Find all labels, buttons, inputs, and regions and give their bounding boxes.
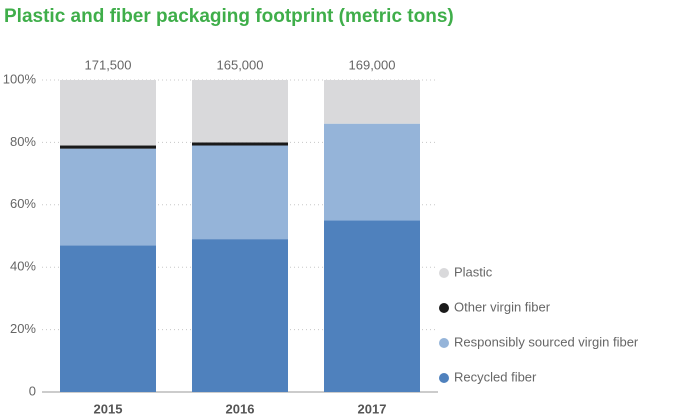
y-tick-label: 100% — [3, 71, 37, 86]
bar-segment — [60, 80, 156, 146]
bar-segment — [192, 145, 288, 240]
legend-swatch — [439, 373, 449, 383]
bar-segment — [324, 80, 420, 124]
bar-segment — [60, 148, 156, 246]
bar-segment — [192, 239, 288, 392]
legend-swatch — [439, 338, 449, 348]
legend-swatch — [439, 303, 449, 313]
total-label: 169,000 — [349, 57, 396, 72]
total-label: 171,500 — [85, 57, 132, 72]
x-tick-label: 2015 — [94, 401, 123, 416]
bar-segment — [324, 123, 420, 221]
y-tick-label: 40% — [10, 259, 36, 274]
bar-segment — [60, 145, 156, 149]
bar-segment — [324, 220, 420, 392]
bar-segment — [60, 245, 156, 392]
y-tick-label: 0 — [29, 383, 36, 398]
x-tick-label: 2017 — [358, 401, 387, 416]
x-tick-label: 2016 — [226, 401, 255, 416]
legend-label: Plastic — [454, 264, 493, 279]
chart-title: Plastic and fiber packaging footprint (m… — [4, 6, 454, 27]
legend-label: Recycled fiber — [454, 369, 537, 384]
bar-segment — [192, 142, 288, 146]
total-label: 165,000 — [217, 57, 264, 72]
legend-label: Other virgin fiber — [454, 299, 551, 314]
legend-swatch — [439, 268, 449, 278]
bar-segment — [192, 80, 288, 143]
y-tick-label: 80% — [10, 134, 36, 149]
y-tick-label: 60% — [10, 196, 36, 211]
y-tick-label: 20% — [10, 321, 36, 336]
legend-label: Responsibly sourced virgin fiber — [454, 334, 639, 349]
